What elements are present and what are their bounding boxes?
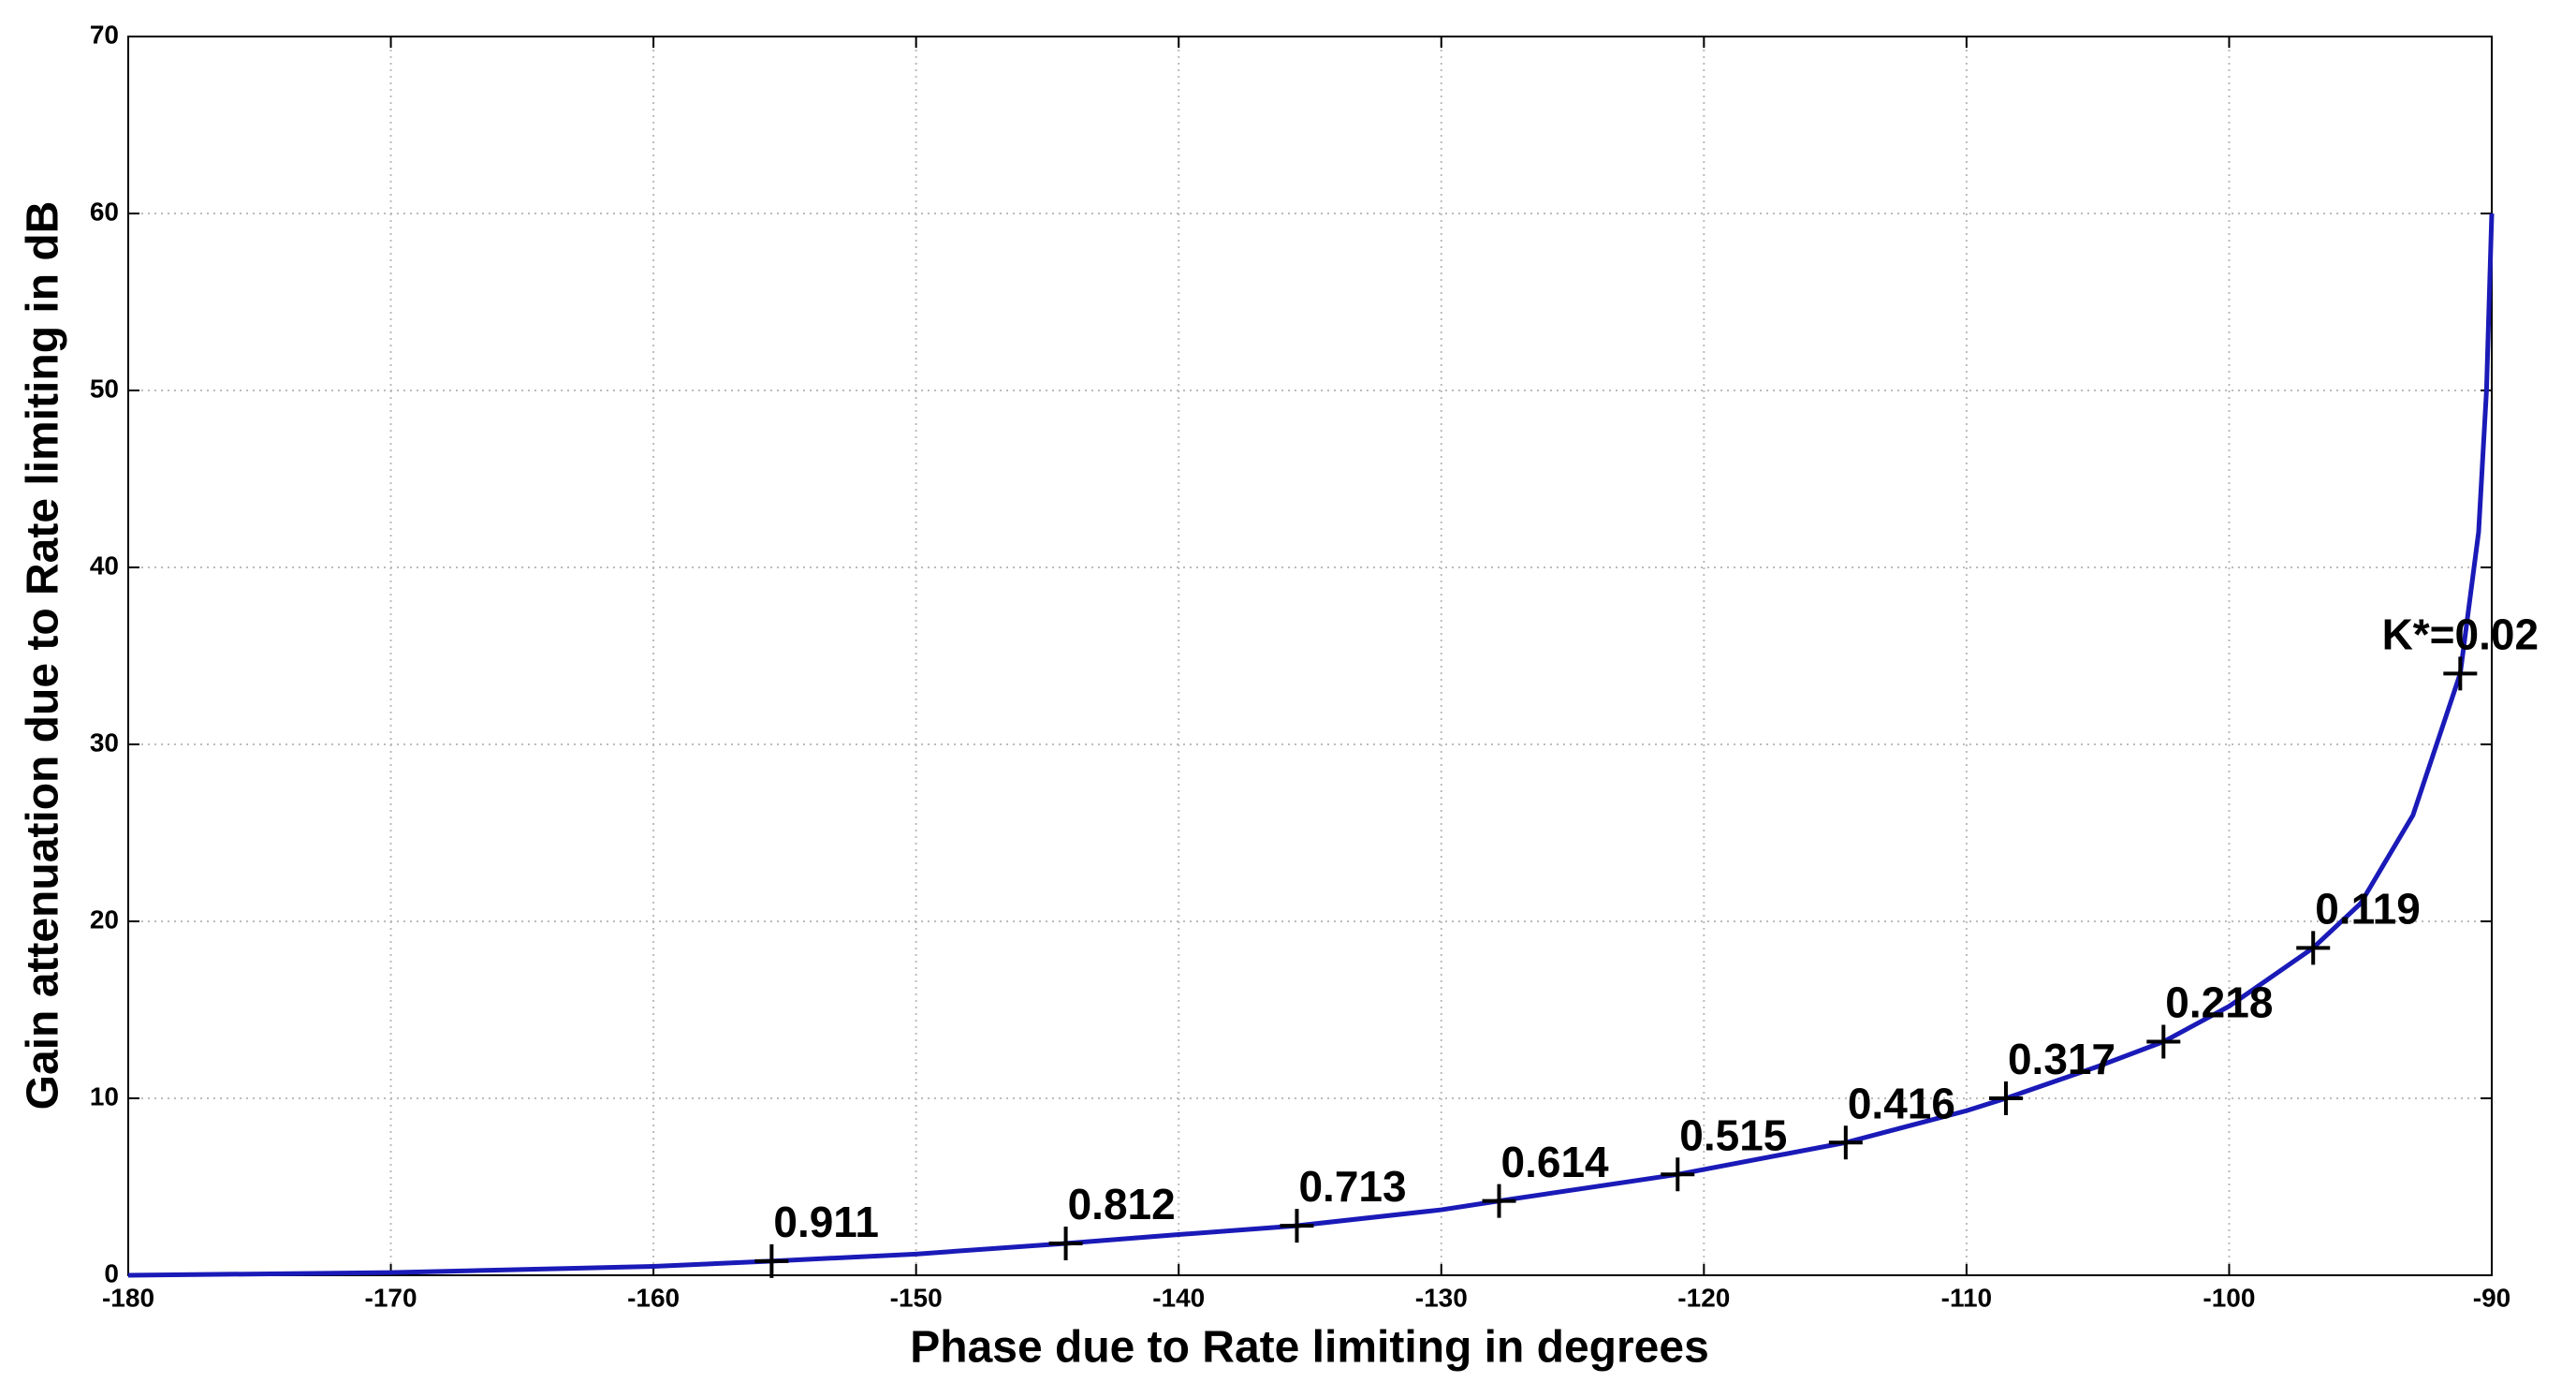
y-tick-label: 30: [90, 728, 119, 757]
x-tick-label: -180: [102, 1283, 154, 1312]
curve: [127, 213, 2495, 1278]
y-tick-label: 60: [90, 197, 119, 226]
marker-label: 0.515: [1679, 1110, 1787, 1159]
y-axis-label: Gain attenuation due to Rate limiting in…: [19, 201, 68, 1110]
marker: [2146, 1024, 2181, 1059]
marker-label: 0.119: [2315, 885, 2421, 934]
y-tick-label: 70: [90, 20, 119, 49]
y-tick-label: 50: [90, 374, 119, 403]
x-axis-label: Phase due to Rate limiting in degrees: [910, 1323, 1709, 1373]
plot-area: [128, 37, 2492, 1275]
x-tick-label: -170: [365, 1283, 417, 1312]
marker: [1280, 1209, 1314, 1243]
y-tick-label: 10: [90, 1081, 119, 1110]
x-tick-label: -140: [1152, 1283, 1205, 1312]
marker-label: 0.713: [1298, 1162, 1406, 1211]
marker: [1988, 1081, 2023, 1115]
marker: [2296, 931, 2331, 965]
x-tick-label: -160: [627, 1283, 680, 1312]
marker-label: K*=0.02: [2382, 610, 2539, 659]
y-tick-label: 0: [104, 1258, 119, 1287]
marker-label: 0.614: [1501, 1138, 1610, 1186]
x-tick-label: -90: [2473, 1283, 2510, 1312]
marker-label: 0.812: [1068, 1180, 1176, 1228]
marker-label: 0.911: [773, 1198, 879, 1246]
x-tick-label: -150: [890, 1283, 943, 1312]
x-tick-label: -130: [1415, 1283, 1468, 1312]
marker-label: 0.317: [2008, 1035, 2115, 1083]
marker: [1048, 1226, 1083, 1260]
x-tick-label: -100: [2203, 1283, 2255, 1312]
marker: [754, 1243, 789, 1278]
plot-frame: [127, 36, 2493, 1276]
x-tick-label: -110: [1941, 1283, 1993, 1312]
marker-label: 0.218: [2165, 978, 2273, 1027]
marker-label: 0.416: [1848, 1079, 1955, 1127]
marker: [2443, 656, 2478, 691]
marker: [1828, 1125, 1863, 1160]
y-tick-label: 20: [90, 904, 119, 934]
y-tick-label: 40: [90, 551, 119, 580]
x-tick-label: -120: [1677, 1283, 1730, 1312]
marker: [1661, 1157, 1695, 1192]
marker: [1482, 1184, 1516, 1218]
